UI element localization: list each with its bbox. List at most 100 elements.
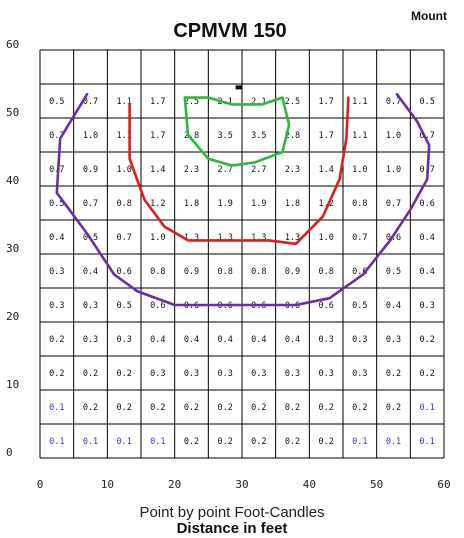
footcandle-value: 1.3: [184, 233, 199, 243]
footcandle-value: 0.2: [49, 369, 64, 379]
footcandle-value: 0.7: [419, 131, 434, 141]
y-tick-label: 50: [6, 106, 19, 119]
footcandle-value: 1.3: [251, 233, 266, 243]
footcandle-value: 2.7: [251, 165, 266, 175]
footcandle-value: 1.0: [318, 233, 333, 243]
footcandle-value: 0.4: [49, 233, 64, 243]
footcandle-value: 1.7: [318, 97, 333, 107]
footcandle-values: 0.5 0.7 1.1 1.7 2.5 2.1 2.1 2.5 1.7 1.1 0.7 0.50.7 1…: [49, 97, 435, 447]
footcandle-value: 0.2: [217, 437, 232, 447]
footcandle-value: 0.3: [318, 369, 333, 379]
footcandle-value: 0.1: [419, 437, 434, 447]
footcandle-value: 3.5: [217, 131, 232, 141]
footcandle-value: 1.2: [318, 199, 333, 209]
footcandle-value: 0.8: [352, 199, 367, 209]
footcandle-value: 0.1: [352, 437, 367, 447]
footcandle-value: 1.0: [150, 233, 165, 243]
footcandle-value: 0.3: [83, 301, 98, 311]
footcandle-value: 0.8: [150, 267, 165, 277]
footcandle-value: 0.1: [419, 403, 434, 413]
footcandle-value: 0.1: [150, 437, 165, 447]
footcandle-value: 1.9: [251, 199, 266, 209]
footcandle-value: 0.7: [352, 233, 367, 243]
isoline: [128, 96, 350, 246]
footcandle-value: 0.4: [83, 267, 98, 277]
footcandle-value: 0.4: [251, 335, 266, 345]
footcandle-value: 0.1: [386, 437, 401, 447]
mount-label: Mount: [411, 9, 447, 23]
footcandle-value: 2.5: [184, 97, 199, 107]
footcandle-value: 1.1: [116, 131, 131, 141]
footcandle-value: 0.3: [352, 369, 367, 379]
footcandle-value: 2.8: [285, 131, 300, 141]
footcandle-value: 0.2: [318, 437, 333, 447]
footcandle-value: 0.3: [217, 369, 232, 379]
footcandle-value: 0.1: [83, 437, 98, 447]
x-tick-label: 50: [370, 478, 383, 491]
footcandle-value: 2.5: [285, 97, 300, 107]
footcandle-value: 0.2: [184, 403, 199, 413]
footcandle-value: 0.6: [386, 233, 401, 243]
footcandle-value: 0.2: [83, 403, 98, 413]
footcandle-value: 0.3: [49, 267, 64, 277]
fixture-marker-icon: [235, 85, 242, 90]
footcandle-value: 1.7: [318, 131, 333, 141]
footcandle-value: 0.2: [184, 437, 199, 447]
x-tick-label: 20: [168, 478, 181, 491]
footcandle-value: 0.4: [150, 335, 165, 345]
footcandle-value: 0.3: [352, 335, 367, 345]
chart-title: CPMVM 150: [173, 20, 287, 42]
footcandle-value: 0.4: [419, 267, 434, 277]
y-tick-label: 0: [6, 446, 13, 459]
footcandle-value: 0.4: [217, 335, 232, 345]
x-tick-label: 30: [235, 478, 248, 491]
footcandle-value: 0.2: [386, 369, 401, 379]
footcandle-value: 0.2: [217, 403, 232, 413]
footcandle-value: 1.1: [116, 97, 131, 107]
footcandle-value: 0.7: [386, 97, 401, 107]
footcandle-value: 0.3: [251, 369, 266, 379]
footcandle-value: 0.2: [419, 335, 434, 345]
footcandle-value: 0.2: [150, 403, 165, 413]
footcandle-value: 0.9: [83, 165, 98, 175]
footcandle-value: 0.1: [49, 403, 64, 413]
footcandle-value: 1.2: [150, 199, 165, 209]
footcandle-value: 1.0: [352, 165, 367, 175]
footcandle-value: 0.1: [116, 437, 131, 447]
x-axis-label: Distance in feet: [176, 520, 288, 537]
footcandle-value: 0.4: [184, 335, 199, 345]
footcandle-value: 0.3: [386, 335, 401, 345]
footcandle-value: 1.0: [386, 165, 401, 175]
footcandle-value: 0.5: [352, 301, 367, 311]
x-tick-label: 40: [303, 478, 316, 491]
footcandle-value: 2.1: [251, 97, 266, 107]
footcandle-value: 0.2: [285, 403, 300, 413]
y-tick-label: 20: [6, 310, 19, 323]
footcandle-value: 0.8: [116, 199, 131, 209]
y-tick-labels: 0 10 20 30 40 50 60: [6, 38, 19, 459]
isoline: [55, 92, 431, 307]
footcandle-value: 0.2: [251, 403, 266, 413]
footcandle-value: 0.3: [116, 335, 131, 345]
y-tick-label: 10: [6, 378, 19, 391]
footcandle-value: 1.3: [217, 233, 232, 243]
footcandle-value: 1.0: [386, 131, 401, 141]
footcandle-value: 0.8: [318, 267, 333, 277]
footcandle-value: 2.8: [184, 131, 199, 141]
footcandle-value: 1.8: [184, 199, 199, 209]
footcandle-value: 0.5: [386, 267, 401, 277]
footcandle-value: 0.4: [285, 335, 300, 345]
footcandle-value: 0.8: [217, 267, 232, 277]
x-tick-label: 10: [101, 478, 114, 491]
fixture-marker: [235, 85, 242, 90]
isolines: [55, 92, 431, 307]
footcandle-value: 1.7: [150, 97, 165, 107]
footcandle-value: 1.1: [352, 131, 367, 141]
footcandle-value: 0.3: [285, 369, 300, 379]
footcandle-value: 0.3: [318, 335, 333, 345]
footcandle-value: 0.3: [83, 335, 98, 345]
footcandle-value: 1.7: [150, 131, 165, 141]
footcandle-value: 2.3: [184, 165, 199, 175]
footcandle-value: 0.7: [83, 199, 98, 209]
